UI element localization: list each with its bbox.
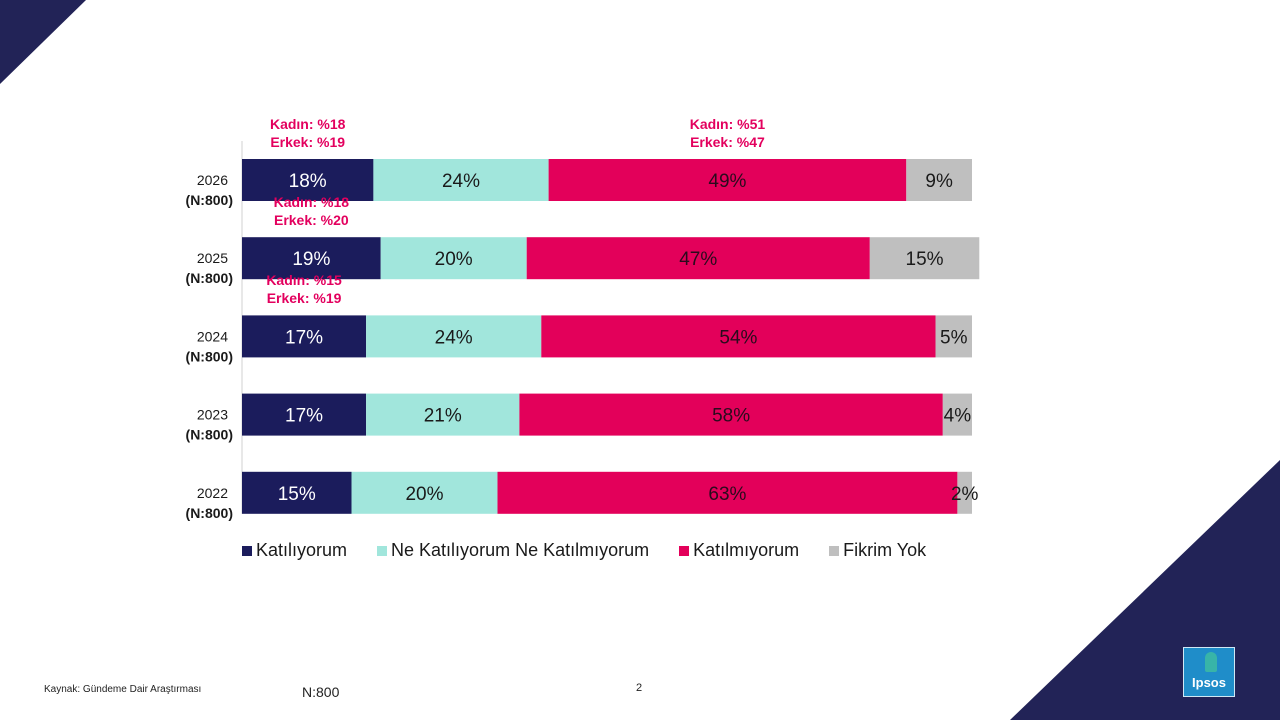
- data-label: 21%: [424, 406, 462, 427]
- data-label: 5%: [940, 327, 968, 348]
- data-label: 18%: [289, 171, 327, 192]
- legend-item: Ne Katılıyorum Ne Katılmıyorum: [377, 540, 649, 561]
- bar-segment: [869, 237, 980, 280]
- bar-segment: [942, 393, 972, 436]
- corner-decoration-top-left: [0, 0, 86, 84]
- bar-segment: [906, 159, 972, 201]
- bar-segment: [242, 159, 374, 201]
- data-label: 17%: [285, 327, 323, 348]
- legend-item: Fikrim Yok: [829, 540, 926, 561]
- bar-segment: [242, 471, 352, 514]
- legend-label: Ne Katılıyorum Ne Katılmıyorum: [391, 540, 650, 560]
- bar-segment: [526, 237, 870, 280]
- legend-label: Katılmıyorum: [693, 540, 800, 560]
- source-note: Kaynak: Gündeme Dair Araştırması: [44, 684, 202, 695]
- bar-segment: [242, 315, 367, 358]
- bar-segment: [242, 237, 381, 280]
- category-label-sample: (N:800): [186, 348, 233, 364]
- data-label: 15%: [278, 484, 316, 505]
- data-label: 2%: [951, 484, 979, 505]
- bar-segment: [548, 159, 907, 201]
- legend-label: Fikrim Yok: [843, 540, 927, 560]
- legend-label: Katılıyorum: [256, 540, 348, 560]
- legend-swatch: [829, 545, 840, 556]
- legend-swatch: [242, 545, 252, 556]
- legend-item: Katılmıyorum: [679, 540, 799, 561]
- category-label-year: 2024: [197, 328, 228, 344]
- data-label: 49%: [708, 171, 746, 192]
- legend-item: Katılıyorum: [242, 540, 347, 561]
- note-line: Kadın: %18: [273, 194, 350, 211]
- data-label: 20%: [405, 484, 443, 505]
- bar-segment: [351, 471, 498, 514]
- bar-segment: [242, 393, 367, 436]
- gender-breakdown-note: Kadın: %51 Erkek: %47: [667, 115, 787, 151]
- bar-segment: [380, 237, 527, 280]
- chart-legend: Katılıyorum Ne Katılıyorum Ne Katılmıyoru…: [242, 540, 956, 561]
- category-label-year: 2023: [197, 407, 228, 423]
- sample-size-note: N:800: [302, 684, 340, 700]
- note-line: Kadın: %18: [269, 116, 346, 132]
- gender-breakdown-note: Kadın: %15 Erkek: %19: [244, 271, 364, 307]
- bar-segment: [935, 315, 972, 358]
- note-line: Kadın: %51: [689, 116, 766, 132]
- data-label: 24%: [435, 327, 473, 348]
- data-label: 4%: [944, 406, 972, 427]
- bar-segment: [366, 393, 520, 436]
- note-line: Erkek: %19: [270, 134, 346, 150]
- data-label: 47%: [679, 249, 717, 270]
- category-label-year: 2026: [197, 172, 228, 188]
- bar-segment: [541, 315, 936, 358]
- gender-breakdown-note: Kadın: %18 Erkek: %19: [248, 115, 368, 151]
- note-line: Erkek: %19: [266, 290, 342, 307]
- category-label-year: 2025: [197, 250, 228, 266]
- bar-segment: [497, 471, 958, 514]
- legend-swatch: [679, 545, 690, 556]
- category-label-sample: (N:800): [186, 192, 233, 208]
- bar-segment: [373, 159, 549, 201]
- note-line: Erkek: %20: [273, 212, 349, 229]
- note-line: Kadın: %15: [266, 272, 342, 289]
- data-label: 20%: [435, 249, 473, 270]
- category-label-sample: (N:800): [186, 270, 233, 286]
- gender-breakdown-note: Kadın: %18 Erkek: %20: [251, 193, 371, 229]
- data-label: 24%: [442, 171, 480, 192]
- bar-segment: [519, 393, 943, 436]
- legend-swatch: [377, 545, 388, 556]
- bar-segment: [366, 315, 542, 358]
- data-label: 9%: [925, 171, 953, 192]
- corner-decoration-bottom-right: [1010, 460, 1280, 720]
- data-label: 54%: [719, 327, 757, 348]
- logo-mark-icon: [1205, 652, 1217, 672]
- logo-text: Ipsos: [1192, 675, 1226, 690]
- data-label: 63%: [708, 484, 746, 505]
- page-number: 2: [636, 682, 643, 694]
- category-label-sample: (N:800): [186, 505, 233, 521]
- category-label-sample: (N:800): [186, 427, 233, 443]
- bar-segment: [957, 471, 972, 514]
- data-label: 15%: [906, 249, 944, 270]
- ipsos-logo: Ipsos: [1183, 647, 1235, 697]
- note-line: Erkek: %47: [690, 134, 765, 150]
- data-label: 17%: [285, 406, 323, 427]
- data-label: 19%: [292, 249, 330, 270]
- data-label: 58%: [712, 406, 750, 427]
- category-label-year: 2022: [197, 485, 228, 501]
